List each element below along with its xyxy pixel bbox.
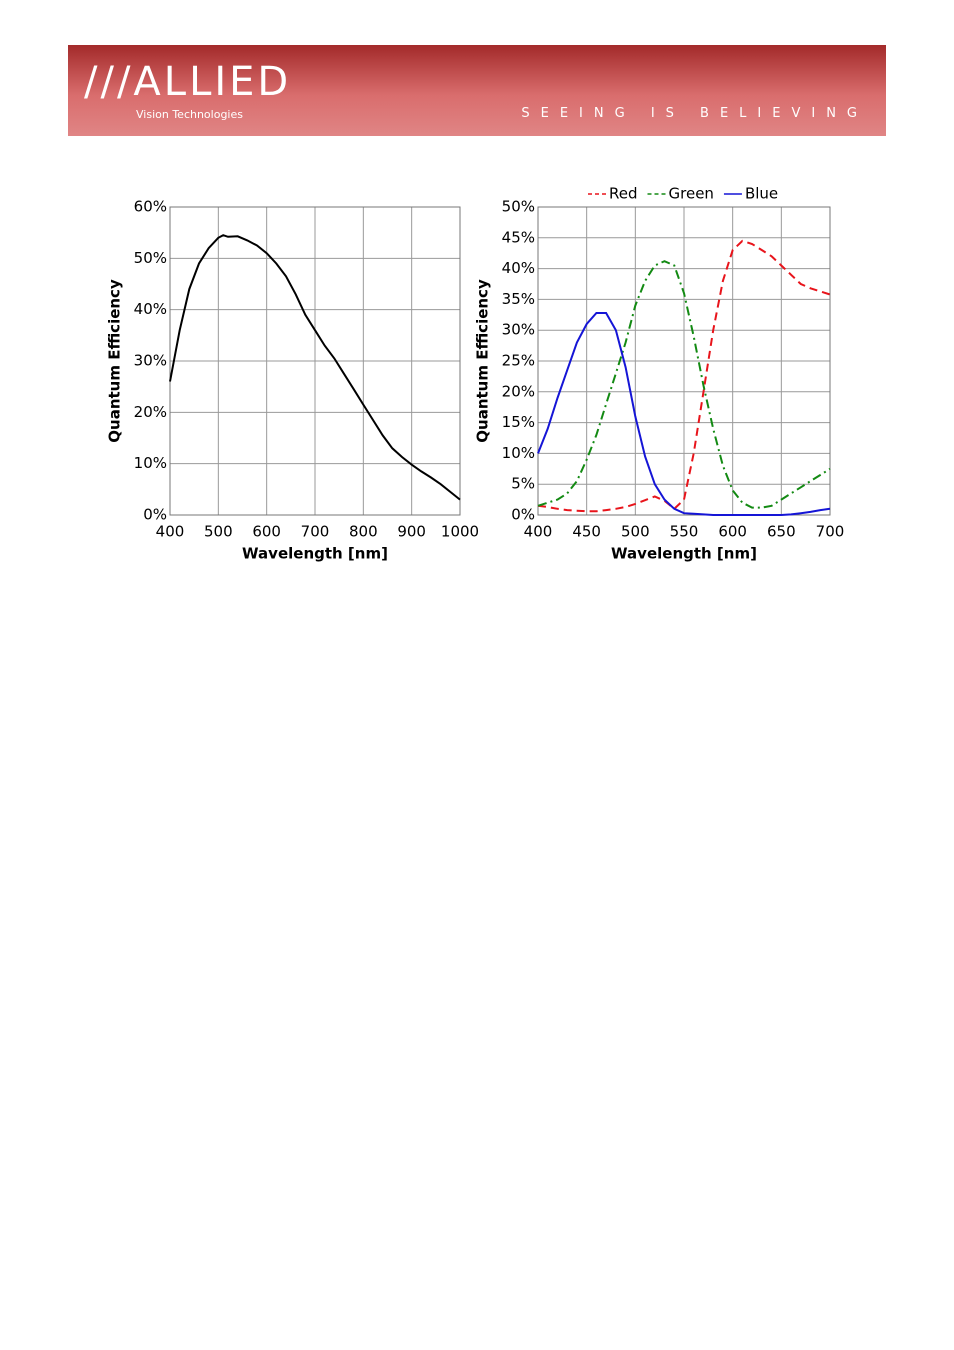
x-axis-title: Wavelength [nm] [242,545,388,563]
y-tick-label: 15% [502,413,535,431]
data-line [537,239,831,513]
x-axis-title: Wavelength [nm] [611,545,757,563]
y-tick-label: 10% [134,454,167,472]
y-tick-label: 40% [502,259,535,277]
logo-subtitle: Vision Technologies [136,108,243,121]
logo: ///ALLIED [84,59,292,105]
y-tick-label: 5% [511,475,535,493]
y-tick-label: 40% [134,300,167,318]
y-tick-label: 20% [502,382,535,400]
legend-label: Green [669,185,714,203]
data-line [537,260,831,509]
x-tick-label: 700 [301,523,330,541]
plot-frame [169,206,461,516]
y-tick-label: 20% [134,403,167,421]
y-axis-title: Quantum Efficiency [474,279,492,443]
y-tick-label: 30% [502,321,535,339]
y-tick-label: 45% [502,228,535,246]
x-tick-label: 600 [252,523,281,541]
y-tick-label: 50% [134,249,167,267]
header-banner: ///ALLIED Vision Technologies SEEING IS … [68,45,886,136]
y-tick-label: 35% [502,290,535,308]
legend-label: Blue [745,185,778,203]
tagline: SEEING IS BELIEVING [521,106,868,121]
y-tick-label: 30% [134,352,167,370]
charts: 0% 10% 20% 30% 40% 50% 60% 400 500 600 700 800 900 10… [106,185,845,563]
x-tick-label: 500 [621,523,650,541]
y-tick-label: 25% [502,352,535,370]
plot-frame [537,206,831,516]
y-tick-label: 50% [502,198,535,216]
data-line [537,312,831,516]
x-tick-label: 1000 [441,523,479,541]
y-axis-title: Quantum Efficiency [106,279,124,443]
x-tick-label: 800 [349,523,378,541]
y-tick-label: 10% [502,444,535,462]
x-tick-label: 650 [767,523,796,541]
x-tick-label: 600 [718,523,747,541]
x-tick-label: 700 [816,523,845,541]
x-tick-label: 550 [670,523,699,541]
x-tick-label: 450 [572,523,601,541]
x-tick-label: 500 [204,523,233,541]
legend-label: Red [609,185,638,203]
y-tick-label: 60% [134,198,167,216]
y-tick-label: 0% [143,506,167,524]
x-tick-label: 400 [524,523,553,541]
x-tick-label: 400 [156,523,185,541]
data-line [169,234,461,501]
y-tick-label: 0% [511,506,535,524]
x-tick-label: 900 [397,523,426,541]
